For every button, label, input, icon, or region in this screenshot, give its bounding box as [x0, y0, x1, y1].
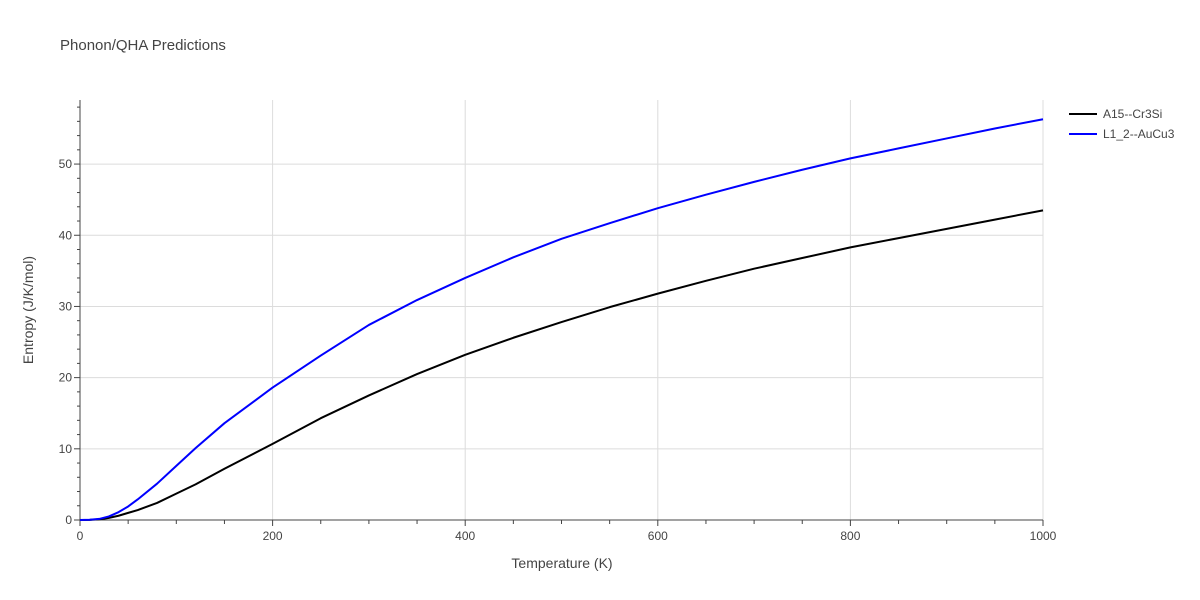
grid-lines — [80, 100, 1044, 520]
x-tick-label: 1000 — [1030, 529, 1057, 543]
legend-label-0: A15--Cr3Si — [1103, 107, 1162, 121]
x-tick-label: 600 — [648, 529, 668, 543]
y-tick-label: 0 — [65, 513, 72, 527]
chart-title: Phonon/QHA Predictions — [60, 37, 226, 54]
axes — [79, 100, 1043, 521]
y-tick-label: 10 — [59, 442, 73, 456]
y-tick-label: 40 — [59, 228, 73, 242]
legend-label-1: L1_2--AuCu3 — [1103, 127, 1175, 141]
y-axis-ticks: 0 10 20 30 40 50 — [59, 106, 80, 527]
y-tick-label: 50 — [59, 157, 73, 171]
y-tick-label: 20 — [59, 371, 73, 385]
series-line-1 — [79, 118, 1044, 521]
x-axis-ticks: 0 200 400 600 800 1000 — [77, 520, 1057, 543]
x-tick-label: 0 — [77, 529, 84, 543]
series-line-0 — [79, 209, 1044, 521]
x-tick-label: 400 — [455, 529, 475, 543]
y-tick-label: 30 — [59, 299, 73, 313]
legend[interactable]: A15--Cr3Si L1_2--AuCu3 — [1069, 107, 1175, 141]
series-lines — [79, 118, 1044, 521]
y-axis-title: Entropy (J/K/mol) — [20, 256, 36, 364]
x-axis-title: Temperature (K) — [511, 555, 612, 571]
x-tick-label: 200 — [263, 529, 283, 543]
x-tick-label: 800 — [840, 529, 860, 543]
